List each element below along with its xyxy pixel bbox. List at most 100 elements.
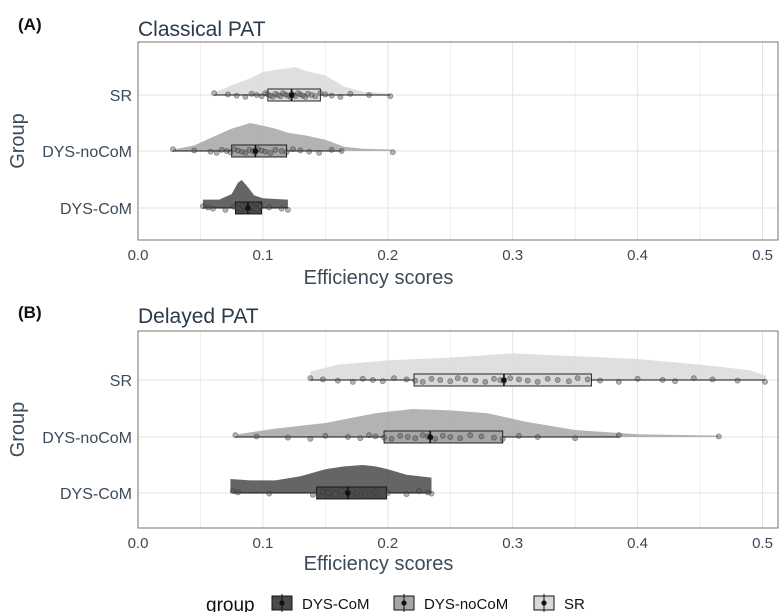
data-point — [397, 432, 404, 439]
data-point — [297, 147, 304, 154]
data-point — [369, 377, 376, 383]
data-point — [372, 488, 379, 495]
data-point — [384, 490, 391, 496]
data-point — [554, 377, 561, 383]
y-tick-label: DYS-CoM — [60, 201, 132, 218]
data-point — [253, 433, 260, 440]
data-point — [242, 149, 249, 156]
data-point — [419, 378, 426, 385]
data-point — [170, 146, 176, 153]
series-sr — [307, 353, 768, 387]
chart-title: Delayed PAT — [138, 305, 259, 328]
data-point — [344, 434, 351, 440]
x-tick-label: 0.2 — [377, 535, 398, 552]
data-point — [232, 432, 239, 439]
data-point — [372, 433, 379, 440]
data-point — [389, 149, 396, 156]
data-point — [534, 378, 541, 385]
data-point — [253, 206, 260, 213]
data-point — [207, 148, 214, 155]
series-dys-com — [230, 465, 435, 500]
legend-swatch-point — [541, 600, 547, 606]
data-point — [659, 377, 666, 383]
data-point — [289, 146, 296, 153]
data-point — [357, 435, 364, 442]
panel-tag: (A) — [18, 15, 42, 34]
data-point — [328, 92, 335, 99]
data-point — [403, 376, 410, 383]
data-point — [447, 434, 454, 440]
x-tick-label: 0.4 — [627, 535, 648, 552]
data-point — [388, 435, 395, 442]
data-point — [715, 433, 722, 440]
x-tick-label: 0.3 — [502, 247, 523, 264]
data-point — [574, 375, 581, 382]
data-point — [478, 433, 485, 440]
panel-tag: (B) — [18, 303, 42, 322]
data-point — [379, 378, 386, 385]
legend-item-dys-com: DYS-CoM — [271, 594, 370, 612]
data-point — [437, 377, 444, 383]
data-point — [381, 434, 387, 441]
data-point — [366, 432, 372, 439]
data-point — [457, 435, 464, 442]
data-point — [499, 435, 506, 442]
data-point — [734, 377, 741, 384]
legend-item-sr: SR — [533, 594, 585, 612]
data-point — [272, 146, 279, 153]
box — [316, 486, 388, 500]
data-point — [262, 148, 269, 155]
data-point — [306, 148, 313, 155]
density-cloud — [237, 409, 719, 437]
data-point — [387, 93, 394, 100]
data-point — [319, 488, 326, 495]
x-tick-label: 0.4 — [627, 247, 648, 264]
data-point — [218, 146, 225, 153]
y-tick-label: DYS-noCoM — [42, 430, 132, 447]
data-point — [454, 375, 461, 382]
data-point — [516, 432, 522, 439]
data-point — [230, 488, 236, 495]
legend-swatch-point — [401, 600, 407, 606]
data-point — [428, 375, 435, 382]
data-point — [472, 377, 479, 384]
data-point — [482, 378, 489, 385]
data-point — [319, 376, 326, 383]
legend-item-dys-nocom: DYS-noCoM — [393, 594, 508, 612]
panel-border — [137, 41, 779, 241]
panel-b: SR DYS-noCoM DYS-CoM 0.0 0.1 0.2 0.3 0.4 0.5 Effi… — [7, 303, 779, 575]
data-point — [328, 146, 335, 153]
data-point — [222, 206, 229, 213]
y-tick-label: DYS-CoM — [60, 486, 132, 503]
data-point — [253, 92, 260, 98]
data-point — [227, 149, 234, 156]
data-point — [347, 90, 354, 97]
data-point — [266, 204, 273, 211]
median-point — [245, 205, 251, 211]
data-point — [309, 491, 316, 498]
data-point — [391, 375, 397, 382]
data-point — [709, 376, 716, 383]
data-point — [210, 205, 216, 212]
data-point — [615, 432, 622, 439]
density-cloud — [173, 123, 392, 151]
x-tick-label: 0.3 — [502, 535, 523, 552]
y-axis-label: Group — [7, 113, 29, 169]
data-point — [284, 206, 291, 213]
data-point — [403, 491, 410, 498]
x-axis-label: Efficiency scores — [304, 267, 454, 289]
legend-label: SR — [564, 596, 585, 612]
density-cloud — [215, 67, 388, 95]
data-point — [307, 375, 314, 382]
data-point — [690, 375, 697, 382]
data-point — [322, 432, 329, 439]
y-tick-label: DYS-noCoM — [42, 144, 132, 161]
y-tick-label: SR — [110, 373, 132, 390]
data-point — [225, 91, 231, 98]
data-point — [584, 376, 591, 383]
x-tick-label: 0.0 — [128, 535, 149, 552]
x-tick-label: 0.5 — [752, 247, 773, 264]
legend-swatch-point — [279, 600, 285, 606]
data-point — [317, 90, 324, 97]
data-point — [491, 375, 497, 382]
